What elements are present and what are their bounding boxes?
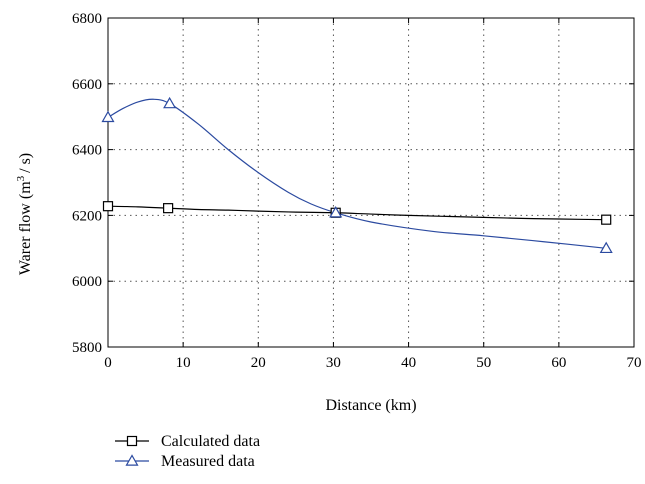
data-point-calculated-data: [601, 214, 612, 225]
grid: [108, 18, 634, 347]
series-lines: [107, 98, 607, 249]
data-point-calculated-data: [102, 201, 114, 212]
y-axis-title-tail: / s): [17, 153, 34, 173]
x-tick-label: 50: [476, 355, 491, 371]
x-tick-label: 0: [104, 355, 112, 371]
x-tick-label: 20: [251, 355, 266, 371]
x-tick-label: 40: [401, 355, 416, 371]
x-tick-label: 10: [176, 355, 191, 371]
y-axis-title: Warer flow (m3 / s): [15, 153, 34, 275]
series-line-measured-data: [107, 98, 607, 249]
plot-frame: [107, 17, 635, 348]
x-tick-label: 60: [551, 355, 566, 371]
data-point-measured-data: [599, 241, 613, 254]
y-tick-label: 6400: [72, 143, 102, 159]
data-point-measured-data: [101, 110, 115, 123]
y-tick-label: 6200: [72, 208, 102, 224]
y-axis-title-main: Warer flow (m: [17, 181, 34, 275]
legend: Calculated data Measured data: [115, 433, 260, 470]
legend-label-measured-data: Measured data: [161, 453, 255, 470]
data-point-measured-data: [163, 96, 177, 109]
y-tick-label: 5800: [72, 340, 102, 356]
data-point-measured-data: [329, 206, 343, 218]
y-axis-title-sup: 3: [15, 175, 27, 181]
legend-marker-calculated-data: [126, 435, 138, 447]
x-tick-label: 70: [627, 355, 642, 371]
tick-labels: 0 10 20 30 40 50 60 70 5800 6000 6200 6400 6600 6800: [72, 11, 642, 371]
y-tick-label: 6000: [72, 274, 102, 290]
y-tick-label: 6800: [72, 11, 102, 27]
x-tick-label: 30: [326, 355, 341, 371]
legend-marker-measured-data: [125, 454, 139, 466]
legend-label-calculated-data: Calculated data: [161, 433, 260, 450]
x-axis-title: Distance (km): [325, 397, 416, 414]
series-markers: [101, 96, 613, 254]
axes: [107, 17, 635, 348]
series-line-calculated-data: [107, 205, 607, 221]
data-point-calculated-data: [163, 203, 174, 214]
y-tick-label: 6600: [72, 77, 102, 93]
